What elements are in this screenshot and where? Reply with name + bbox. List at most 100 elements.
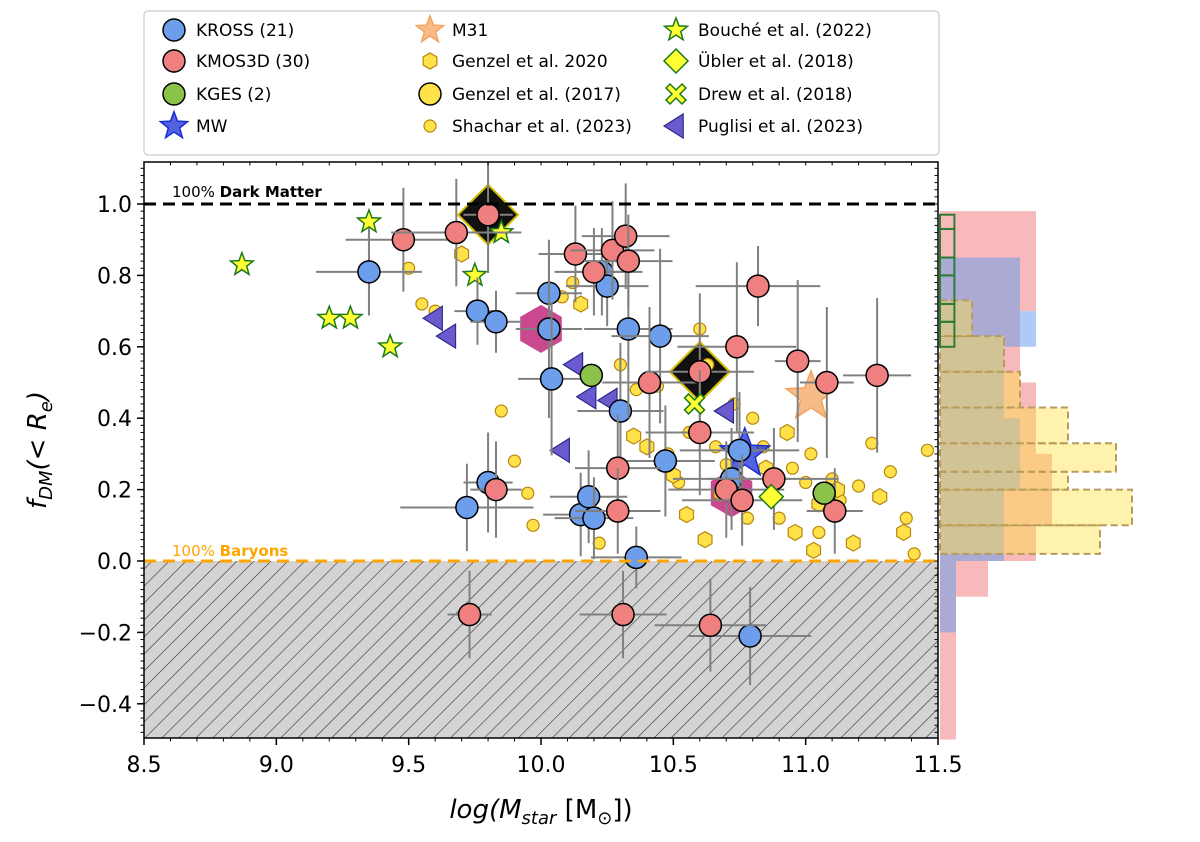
point-puglisi-et-al-2023: [562, 351, 584, 378]
y-tick-label: 0.6: [97, 336, 132, 361]
point-kross-21: [576, 484, 601, 509]
point-kmos3d-30: [725, 335, 749, 359]
legend-label-kges-2: KGES (2): [196, 85, 271, 105]
point-kmos3d-30: [815, 370, 839, 395]
point-kross-21: [738, 624, 762, 648]
legend: KROSS (21) KMOS3D (30) KGES (2) MW M31 Genzel…: [143, 10, 940, 156]
point-shachar-et-al-2023: [899, 511, 913, 525]
point-kross-21: [653, 449, 678, 473]
point-genzel-et-al-2020: [872, 488, 888, 506]
point-shachar-et-al-2023: [907, 547, 921, 561]
legend-label-genzel-et-al-2020: Genzel et al. 2020: [452, 52, 608, 72]
legend-marker-shachar-et-al-2023: [423, 119, 437, 133]
point-shachar-et-al-2023: [812, 525, 826, 540]
hist-bar-kross: [940, 346, 1004, 419]
y-axis-label: fDM(< Re): [23, 391, 57, 509]
point-shachar-et-al-2023: [592, 536, 606, 550]
point-kmos3d-30: [563, 242, 588, 266]
x-tick-label: 10.0: [517, 753, 566, 778]
hist-bar-shachar: [939, 488, 1133, 527]
point-kross-21: [616, 317, 641, 341]
point-shachar-et-al-2023: [740, 511, 755, 525]
point-shachar-et-al-2023: [521, 486, 535, 500]
legend-marker-genzel-et-al-2020: [422, 52, 438, 70]
hist-bar-shachar: [939, 442, 1117, 473]
point-kmos3d-30: [391, 227, 416, 252]
point-kmos3d-30: [444, 220, 469, 245]
point-genzel-et-al-2020: [787, 523, 803, 542]
legend-marker-bouch-et-al-2022: [662, 15, 690, 42]
point-kross-21: [539, 367, 564, 391]
point-kross-21: [455, 495, 479, 520]
y-tick-label: 0.0: [97, 550, 132, 575]
point-shachar-et-al-2023: [772, 511, 786, 525]
legend-label-puglisi-et-al-2023: Puglisi et al. (2023): [698, 117, 863, 137]
point-bouch-et-al-2022: [487, 218, 515, 245]
legend-marker-puglisi-et-al-2023: [662, 112, 684, 140]
legend-label-mw: MW: [196, 117, 228, 137]
point-shachar-et-al-2023: [746, 411, 760, 425]
point-bouch-et-al-2022: [336, 304, 364, 330]
point-kmos3d-30: [582, 260, 606, 284]
hist-bar-bouche: [939, 213, 956, 230]
point-genzel-et-al-2020: [806, 541, 822, 559]
point-genzel-et-al-2020: [573, 295, 589, 313]
point-shachar-et-al-2023: [920, 443, 935, 457]
point-kross-21: [537, 317, 561, 341]
x-tick-label: 8.5: [127, 753, 162, 778]
x-axis: 8.5 9.0 9.5 10.0 10.5 11.0 11.5: [127, 162, 963, 778]
legend-marker-m31: [414, 13, 446, 44]
point--bler-et-al-2018: [758, 483, 785, 510]
y-tick-label: 1.0: [97, 193, 132, 218]
legend-label-shachar-et-al-2023: Shachar et al. (2023): [452, 117, 632, 137]
legend-marker-kges-2: [162, 82, 186, 106]
legend-label-kmos3d-30: KMOS3D (30): [196, 52, 310, 72]
hist-bar-kross: [940, 257, 1020, 312]
x-tick-label: 11.5: [914, 753, 963, 778]
point-kmos3d-30: [611, 602, 635, 627]
point-shachar-et-al-2023: [415, 297, 429, 311]
point-kross-21: [608, 399, 633, 423]
legend-marker-drew-et-al-2018: [664, 82, 688, 106]
x-tick-label: 9.0: [259, 753, 294, 778]
hist-bar-kross: [940, 561, 956, 633]
baryons-label: 100% Baryons: [172, 542, 288, 560]
hist-bar-shachar: [939, 299, 973, 338]
legend-marker-mw: [158, 109, 190, 140]
point-kmos3d-30: [865, 363, 889, 388]
legend-marker--bler-et-al-2018: [662, 47, 690, 75]
point-kges-2: [579, 363, 604, 388]
point-bouch-et-al-2022: [461, 261, 489, 287]
point-kges-2: [812, 481, 836, 505]
x-tick-label: 10.5: [649, 753, 698, 778]
legend-label-bouch-et-al-2022: Bouché et al. (2022): [698, 21, 872, 41]
point-kmos3d-30: [823, 499, 847, 523]
y-tick-label: 0.4: [97, 407, 132, 432]
point-kross-21: [624, 545, 649, 570]
y-axis: −0.4 −0.2 0.0 0.2 0.4 0.6 0.8 1.0: [79, 167, 938, 733]
x-tick-label: 11.0: [781, 753, 830, 778]
point-drew-et-al-2018: [683, 392, 706, 415]
point-kross-21: [727, 438, 752, 463]
legend-label--bler-et-al-2018: Übler et al. (2018): [698, 50, 854, 72]
point-kmos3d-30: [637, 370, 662, 395]
point-kmos3d-30: [613, 224, 638, 248]
side-histogram: [939, 211, 1133, 740]
legend-label-m31: M31: [452, 21, 488, 41]
hist-bar-shachar: [939, 524, 1101, 555]
point-kmos3d-30: [476, 202, 500, 227]
point-genzel-et-al-2020: [639, 438, 655, 456]
hist-bar-kross: [940, 418, 1020, 490]
point-kmos3d-30: [484, 477, 508, 502]
hist-bar-kross: [940, 311, 1036, 347]
point-kross-21: [582, 506, 606, 530]
dark-matter-label: 100% Dark Matter: [172, 183, 322, 201]
point-shachar-et-al-2023: [883, 465, 897, 479]
point-puglisi-et-al-2023: [549, 437, 570, 464]
point-bouch-et-al-2022: [376, 332, 404, 359]
negative-region-hatch: [144, 561, 938, 738]
point-genzel-et-al-2020: [779, 423, 795, 442]
point-kmos3d-30: [688, 420, 712, 445]
point-genzel-et-al-2020: [454, 245, 470, 263]
